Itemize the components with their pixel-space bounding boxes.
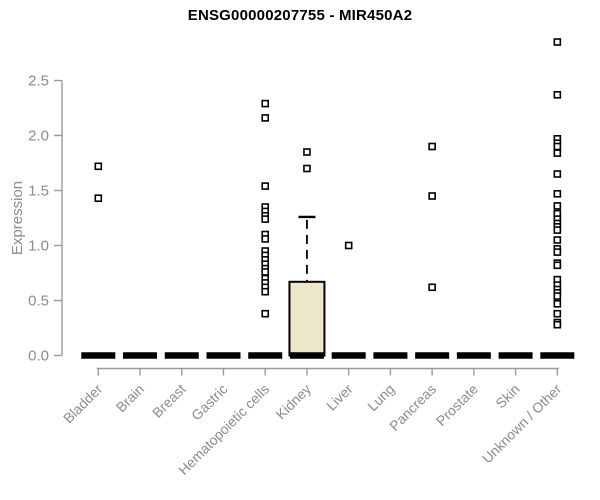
outlier-point [428, 283, 436, 292]
outlier-point [553, 320, 562, 329]
outlier-point [261, 287, 270, 296]
x-tick-label: Breast [149, 381, 189, 421]
x-tick-label: Liver [323, 381, 356, 414]
outlier-point [553, 149, 562, 157]
outlier-point [553, 292, 562, 300]
median-bar [164, 352, 199, 359]
outlier-point [303, 164, 311, 173]
y-tick-label: 1.0 [28, 238, 49, 255]
y-tick-label: 0.5 [28, 293, 49, 310]
y-axis-title: Expression [9, 181, 26, 255]
median-bar [248, 352, 283, 359]
median-bar [206, 352, 241, 359]
y-tick-label: 2.5 [28, 73, 49, 90]
y-tick-label: 0.0 [28, 348, 49, 365]
median-bar [498, 352, 533, 359]
outlier-point [553, 236, 562, 244]
outlier-point [261, 182, 270, 190]
outlier-point [553, 91, 562, 99]
outlier-point [94, 194, 103, 202]
outlier-point [553, 170, 562, 178]
outlier-point [303, 148, 311, 156]
x-tick-label: Skin [492, 381, 523, 412]
x-tick-label: Bladder [60, 381, 106, 427]
x-tick-label: Prostate [433, 381, 481, 429]
chart-title: ENSG00000207755 - MIR450A2 [187, 7, 413, 24]
x-tick-label: Kidney [272, 381, 314, 423]
median-bar [540, 352, 575, 359]
outlier-point [553, 299, 562, 308]
outlier-point [553, 226, 562, 234]
y-tick-label: 2.0 [28, 128, 49, 145]
box [288, 280, 326, 357]
median-bar [289, 352, 324, 359]
median-bar [81, 352, 116, 359]
x-tick-label: Lung [364, 381, 397, 414]
outlier-point [261, 309, 270, 318]
y-tick-label: 1.5 [28, 183, 49, 200]
outlier-point [344, 241, 353, 250]
outlier-point [428, 142, 436, 151]
outlier-point [261, 235, 270, 243]
outlier-point [94, 162, 103, 171]
median-bar [456, 352, 491, 359]
outlier-point [553, 309, 562, 318]
outlier-point [553, 202, 562, 210]
median-bar [123, 352, 158, 359]
median-bar [331, 352, 366, 359]
outlier-point [553, 248, 562, 256]
outlier-point [261, 215, 270, 223]
outlier-point [261, 268, 270, 276]
outlier-point [553, 190, 562, 198]
outlier-point [553, 142, 562, 151]
x-tick-label: Brain [113, 381, 147, 415]
outlier-point [261, 99, 270, 108]
outlier-point [553, 38, 562, 46]
outlier-point [553, 261, 562, 270]
median-bar [373, 352, 408, 359]
outlier-point [261, 114, 270, 122]
median-bar [415, 352, 450, 359]
outlier-point [428, 192, 436, 200]
x-tick-label: Unknown / Other [479, 381, 565, 467]
